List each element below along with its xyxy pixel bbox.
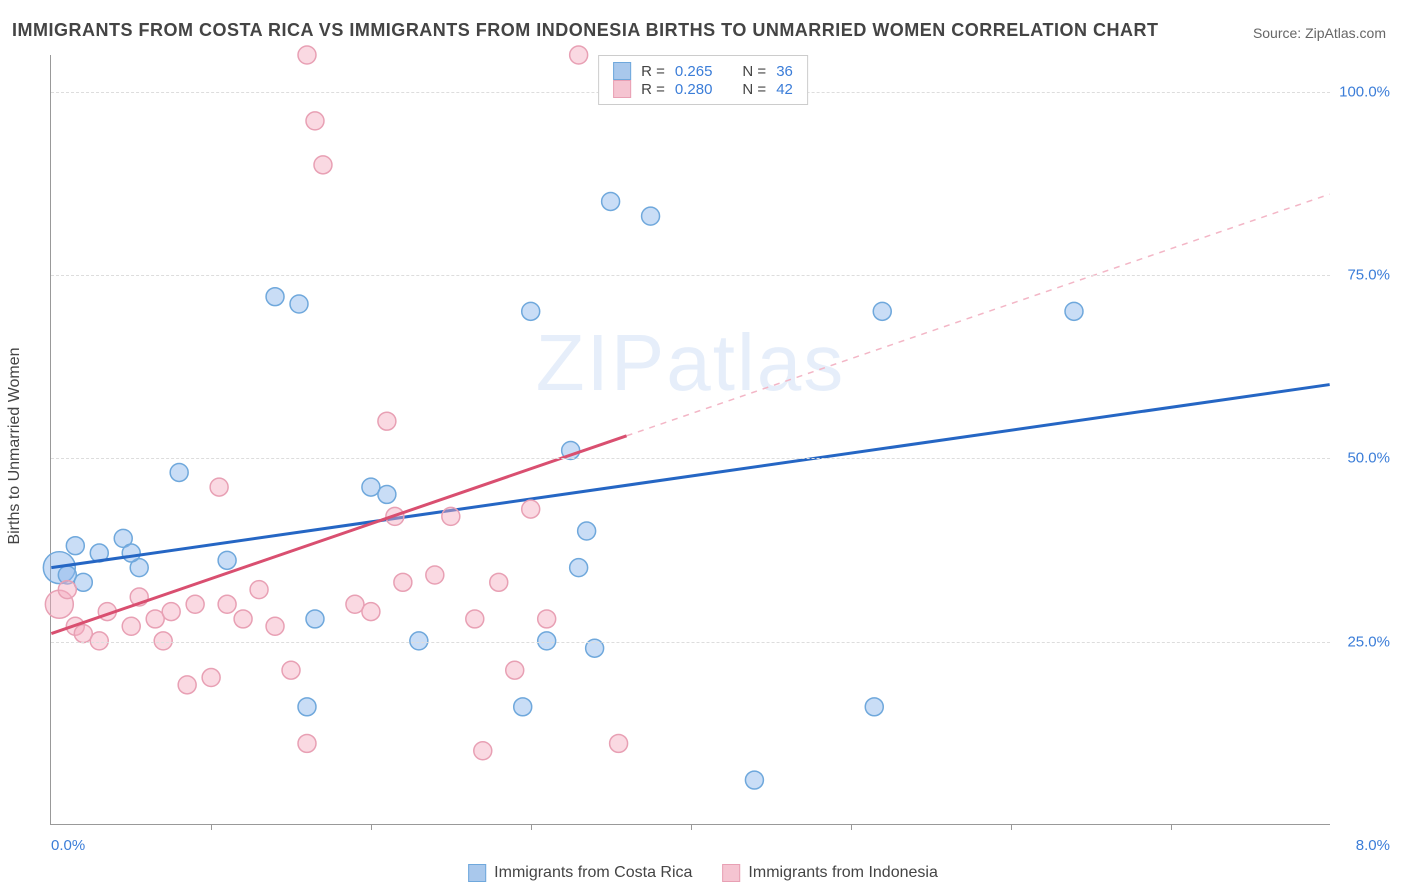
data-point	[306, 112, 324, 130]
y-tick-label: 75.0%	[1347, 267, 1390, 284]
x-axis-min-label: 0.0%	[51, 837, 85, 854]
data-point	[362, 478, 380, 496]
data-point	[282, 661, 300, 679]
data-point	[570, 46, 588, 64]
data-point	[426, 566, 444, 584]
data-point	[642, 207, 660, 225]
data-point	[218, 595, 236, 613]
data-point	[162, 603, 180, 621]
data-point	[306, 610, 324, 628]
swatch-series-1	[468, 864, 486, 882]
data-point	[298, 698, 316, 716]
data-point	[466, 610, 484, 628]
data-point	[362, 603, 380, 621]
data-point	[266, 288, 284, 306]
y-tick-label: 50.0%	[1347, 450, 1390, 467]
trend-line	[51, 436, 626, 634]
gridline	[51, 458, 1330, 459]
data-point	[170, 463, 188, 481]
source-label: Source: ZipAtlas.com	[1253, 25, 1386, 41]
data-point	[202, 669, 220, 687]
stats-row-series-2: R = 0.280 N = 42	[613, 80, 793, 98]
data-point	[178, 676, 196, 694]
data-point	[474, 742, 492, 760]
data-point	[74, 625, 92, 643]
data-point	[290, 295, 308, 313]
data-point	[610, 734, 628, 752]
gridline	[51, 642, 1330, 643]
data-point	[745, 771, 763, 789]
data-point	[1065, 302, 1083, 320]
data-point	[234, 610, 252, 628]
data-point	[865, 698, 883, 716]
x-tick	[211, 824, 212, 830]
r-value-series-2: 0.280	[675, 81, 713, 98]
r-label: R =	[641, 63, 665, 80]
data-point	[602, 192, 620, 210]
data-point	[522, 500, 540, 518]
x-tick	[691, 824, 692, 830]
legend-item-series-1: Immigrants from Costa Rica	[468, 864, 692, 882]
stats-row-series-1: R = 0.265 N = 36	[613, 62, 793, 80]
data-point	[74, 573, 92, 591]
x-tick	[371, 824, 372, 830]
y-tick-label: 100.0%	[1339, 83, 1390, 100]
legend-item-series-2: Immigrants from Indonesia	[722, 864, 937, 882]
data-point	[578, 522, 596, 540]
stats-legend: R = 0.265 N = 36 R = 0.280 N = 42	[598, 55, 808, 105]
gridline	[51, 275, 1330, 276]
y-tick-label: 25.0%	[1347, 633, 1390, 650]
data-point	[58, 581, 76, 599]
data-point	[442, 507, 460, 525]
data-point	[506, 661, 524, 679]
data-point	[186, 595, 204, 613]
data-point	[522, 302, 540, 320]
data-point	[490, 573, 508, 591]
data-point	[122, 544, 140, 562]
x-tick	[1171, 824, 1172, 830]
legend-label-series-2: Immigrants from Indonesia	[748, 864, 937, 882]
plot-area: ZIPatlas 25.0%50.0%75.0%100.0% 0.0% 8.0%	[50, 55, 1330, 825]
data-point	[873, 302, 891, 320]
x-axis-max-label: 8.0%	[1356, 837, 1390, 854]
data-point	[250, 581, 268, 599]
trend-line	[51, 385, 1329, 568]
x-tick	[851, 824, 852, 830]
data-point	[394, 573, 412, 591]
data-point	[66, 537, 84, 555]
data-point	[378, 485, 396, 503]
swatch-series-1	[613, 62, 631, 80]
n-label: N =	[742, 81, 766, 98]
x-tick	[531, 824, 532, 830]
swatch-series-2	[613, 80, 631, 98]
data-point	[210, 478, 228, 496]
data-point	[514, 698, 532, 716]
data-point	[346, 595, 364, 613]
legend-label-series-1: Immigrants from Costa Rica	[494, 864, 692, 882]
data-point	[218, 551, 236, 569]
data-point	[146, 610, 164, 628]
data-point	[314, 156, 332, 174]
data-point	[570, 559, 588, 577]
data-point	[298, 46, 316, 64]
r-value-series-1: 0.265	[675, 63, 713, 80]
y-axis-label: Births to Unmarried Women	[6, 347, 24, 544]
n-label: N =	[742, 63, 766, 80]
n-value-series-1: 36	[776, 63, 793, 80]
r-label: R =	[641, 81, 665, 98]
x-tick	[1011, 824, 1012, 830]
n-value-series-2: 42	[776, 81, 793, 98]
data-point	[298, 734, 316, 752]
data-point	[266, 617, 284, 635]
data-point	[378, 412, 396, 430]
chart-title: IMMIGRANTS FROM COSTA RICA VS IMMIGRANTS…	[12, 20, 1158, 41]
series-legend: Immigrants from Costa Rica Immigrants fr…	[468, 864, 938, 882]
data-point	[122, 617, 140, 635]
swatch-series-2	[722, 864, 740, 882]
data-point	[538, 610, 556, 628]
chart-svg	[51, 55, 1330, 824]
